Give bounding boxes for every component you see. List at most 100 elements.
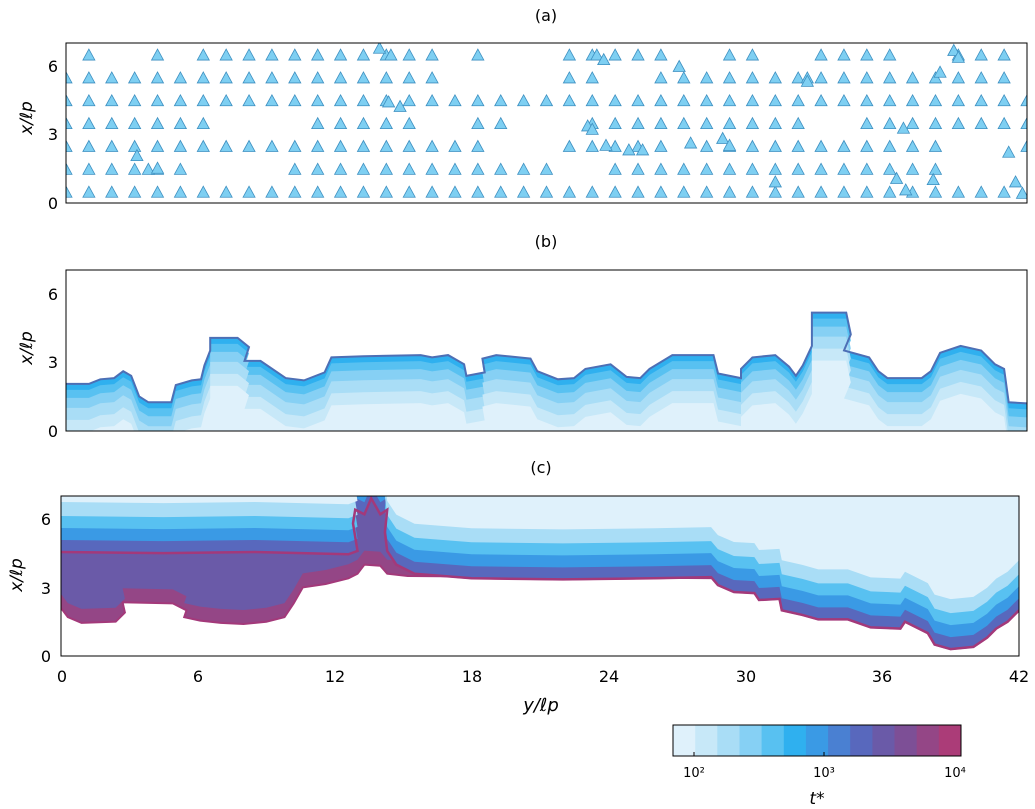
colorbar-step — [828, 725, 851, 756]
marker-triangle — [722, 71, 737, 84]
marker-triangle — [311, 71, 325, 84]
marker-triangle — [196, 139, 210, 152]
marker-triangle — [333, 71, 348, 84]
marker-triangle — [883, 116, 897, 130]
marker-triangle — [333, 162, 348, 175]
marker-triangle — [951, 116, 966, 130]
marker-triangle — [745, 71, 760, 84]
marker-triangle — [288, 71, 302, 84]
marker-triangle — [814, 185, 828, 198]
marker-triangle — [356, 162, 371, 175]
marker-triangle — [631, 185, 645, 198]
marker-triangle — [745, 162, 760, 175]
marker-triangle — [814, 93, 828, 107]
marker-triangle — [722, 116, 737, 130]
marker-triangle — [356, 116, 371, 130]
colorbar-tick-1e3: 10³ — [813, 766, 835, 781]
colorbar-step — [894, 725, 918, 756]
marker-triangle — [654, 162, 668, 175]
marker-triangle — [883, 185, 897, 198]
marker-triangle — [905, 116, 920, 130]
marker-triangle — [150, 116, 165, 130]
marker-triangle — [585, 93, 599, 107]
marker-triangle — [860, 116, 874, 130]
marker-triangle — [105, 71, 119, 84]
marker-triangle — [654, 185, 668, 198]
marker-triangle — [631, 48, 645, 61]
marker-triangle — [242, 93, 256, 107]
marker-triangle — [130, 148, 144, 162]
marker-triangle — [127, 139, 142, 152]
marker-triangle — [791, 93, 805, 107]
marker-triangle — [105, 139, 119, 152]
marker-triangle — [173, 162, 188, 175]
marker-triangle — [311, 185, 325, 198]
marker-triangle — [837, 71, 851, 84]
marker-triangle — [883, 162, 897, 175]
marker-triangle — [745, 116, 760, 130]
marker-triangle — [677, 162, 691, 175]
marker-triangle — [173, 116, 188, 130]
colorbar-step — [872, 725, 896, 756]
marker-triangle — [66, 139, 73, 152]
panel-c-xaxis: 0 6 12 18 24 30 36 42 — [57, 667, 1029, 686]
marker-triangle — [899, 183, 913, 196]
marker-triangle — [516, 185, 531, 198]
marker-triangle — [402, 162, 416, 175]
marker-triangle — [242, 139, 256, 152]
panel-c-frame — [60, 495, 1020, 657]
colorbar-step — [850, 725, 873, 756]
marker-triangle — [768, 116, 782, 130]
marker-triangle — [425, 71, 439, 84]
marker-triangle — [928, 162, 943, 175]
panel-c-xtick-30: 30 — [736, 667, 756, 686]
marker-triangle — [654, 71, 668, 84]
marker-triangle — [585, 139, 599, 152]
marker-triangle — [654, 116, 668, 130]
marker-triangle — [860, 185, 874, 198]
panel-b-field — [66, 311, 1027, 431]
marker-triangle — [265, 48, 279, 61]
marker-triangle — [127, 71, 142, 84]
marker-triangle — [1020, 139, 1027, 152]
marker-triangle — [471, 116, 485, 130]
marker-triangle — [105, 93, 119, 107]
marker-triangle — [928, 139, 943, 152]
marker-triangle — [311, 116, 325, 130]
marker-triangle — [768, 139, 782, 152]
marker-triangle — [791, 71, 805, 84]
marker-triangle — [722, 185, 737, 198]
marker-triangle — [997, 71, 1011, 84]
marker-triangle — [791, 162, 805, 175]
marker-triangle — [974, 116, 988, 130]
marker-triangle — [654, 48, 668, 61]
marker-triangle — [722, 48, 737, 61]
marker-triangle — [356, 71, 371, 84]
marker-triangle — [672, 59, 686, 72]
marker-triangle — [82, 93, 96, 107]
marker-triangle — [242, 71, 256, 84]
marker-triangle — [883, 71, 897, 84]
marker-triangle — [791, 139, 805, 152]
marker-triangle — [889, 171, 904, 184]
colorbar-step — [695, 725, 718, 756]
front-outline — [61, 496, 1019, 651]
panel-b-ylabel: x/ℓp — [17, 331, 37, 366]
marker-triangle — [196, 71, 210, 84]
marker-triangle — [471, 93, 485, 107]
marker-triangle — [1020, 93, 1027, 107]
marker-triangle — [381, 95, 396, 108]
marker-triangle — [926, 172, 940, 186]
front-outline — [66, 311, 1027, 405]
panel-c-ytick-6: 6 — [41, 510, 51, 529]
marker-triangle — [311, 48, 325, 61]
marker-triangle — [800, 74, 815, 87]
panel-b-frame — [65, 269, 1028, 432]
marker-triangle — [448, 162, 462, 175]
marker-triangle — [82, 162, 96, 175]
marker-triangle — [379, 162, 394, 175]
panel-b-ytick-0: 0 — [48, 422, 58, 441]
marker-triangle — [150, 71, 165, 84]
marker-triangle — [608, 116, 622, 130]
marker-triangle — [288, 185, 302, 198]
